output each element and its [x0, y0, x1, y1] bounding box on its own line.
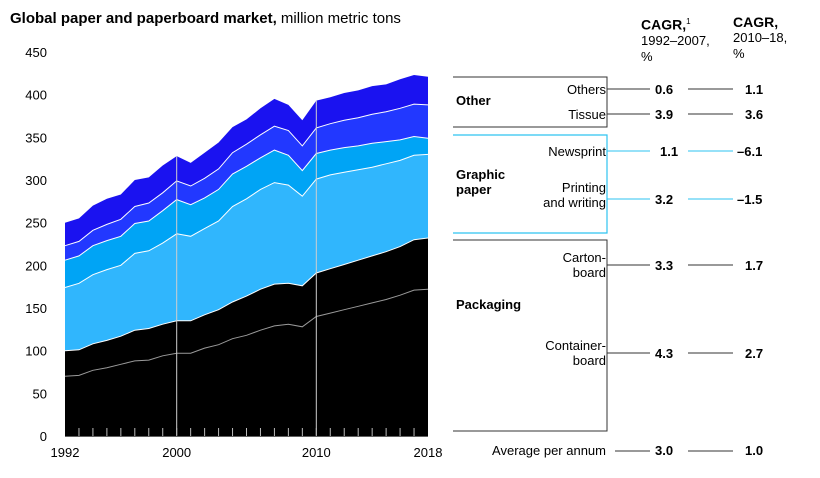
- chart-title-unit: million metric tons: [280, 10, 401, 27]
- segment-label-container-line2: board: [572, 353, 606, 368]
- footnote-marker: 1: [686, 17, 691, 26]
- group-label-packaging: Packaging: [456, 297, 522, 312]
- cagr2-carton: 1.7: [745, 258, 764, 273]
- cagr1-newsprint: 1.1: [660, 144, 679, 159]
- area-others: [65, 75, 428, 246]
- x-tick-label-2018: 2018: [414, 445, 443, 460]
- segment-label-others: Others: [566, 82, 606, 97]
- segment-label-tissue: Tissue: [568, 107, 606, 122]
- bracket-graphic-paper: [453, 134, 608, 234]
- cagr1-average: 3.0: [655, 443, 674, 458]
- cagr2-newsprint: –6.1: [737, 144, 763, 159]
- bracket-packaging: [453, 239, 608, 432]
- segment-label-printing-writing: Printing and writing: [543, 180, 606, 210]
- cagr2-printing: –1.5: [737, 192, 763, 207]
- x-tick-label-2010: 2010: [302, 445, 331, 460]
- boundary-tissue: [64, 103, 429, 247]
- cagr1-container: 4.3: [655, 346, 674, 361]
- boundary-cartonboard: [64, 237, 429, 352]
- segment-label-printing-line1: Printing: [561, 180, 606, 195]
- cagr1-others: 0.6: [655, 82, 674, 97]
- boundary-printing-and-writing: [64, 153, 429, 288]
- segment-label-cartonboard: Carton-board: [563, 250, 606, 280]
- cagr2-unit: %: [733, 46, 745, 61]
- cagr2-tissue: 3.6: [745, 107, 764, 122]
- group-label-graphic-paper: Graphic paper: [456, 167, 505, 197]
- cagr1-printing: 3.2: [655, 192, 674, 207]
- y-tick-label-300: 300: [25, 173, 47, 188]
- cagr1-unit: %: [641, 49, 653, 65]
- average-label: Average per annum: [492, 443, 606, 458]
- cagr2-others: 1.1: [745, 82, 764, 97]
- cagr2-average: 1.0: [745, 443, 764, 458]
- segment-label-container-line1: Container-: [545, 338, 606, 353]
- cagr2-period: 2010–18,: [733, 30, 788, 45]
- y-tick-label-250: 250: [25, 216, 47, 231]
- cagr1-tissue: 3.9: [655, 107, 674, 122]
- bracket-other: [453, 76, 608, 128]
- area-cartonboard: [65, 238, 428, 377]
- chart-title: Global paper and paperboard market, mill…: [10, 10, 401, 27]
- group-label-graphic-line2: paper: [456, 182, 492, 197]
- segment-label-carton-line2: board: [572, 265, 606, 280]
- group-label-graphic-line1: Graphic: [456, 167, 506, 182]
- y-tick-label-350: 350: [25, 130, 47, 145]
- area-printing-and-writing: [65, 154, 428, 351]
- y-tick-label-100: 100: [25, 344, 47, 359]
- area-tissue: [65, 104, 428, 261]
- cagr1-head-text: CAGR,: [641, 16, 687, 33]
- y-tick-label-150: 150: [25, 301, 47, 316]
- segment-label-containerboard: Container-board: [545, 338, 606, 368]
- segment-label-carton-line1: Carton-: [562, 250, 606, 265]
- cagr2-container: 2.7: [745, 346, 764, 361]
- area-containerboard: [65, 289, 428, 436]
- cagr-1992-2007-header: CAGR,1 1992–2007, %: [641, 14, 710, 65]
- x-tick-label-2000: 2000: [162, 445, 191, 460]
- cagr1-period: 1992–2007,: [641, 33, 710, 49]
- y-tick-label-200: 200: [25, 258, 47, 273]
- y-tick-label-400: 400: [25, 88, 47, 103]
- segment-label-newsprint: Newsprint: [548, 144, 606, 159]
- cagr1-carton: 3.3: [655, 258, 674, 273]
- y-tick-label-50: 50: [33, 386, 47, 401]
- segment-label-printing-line2: and writing: [543, 195, 606, 210]
- boundary-newsprint: [64, 135, 429, 261]
- y-tick-label-0: 0: [40, 429, 47, 444]
- boundary-containerboard: [64, 288, 429, 377]
- group-label-other: Other: [456, 93, 491, 108]
- cagr-2010-18-header: CAGR, 2010–18, %: [733, 14, 787, 62]
- chart-title-bold: Global paper and paperboard market,: [10, 10, 277, 27]
- cagr2-head-text: CAGR,: [733, 14, 779, 30]
- x-tick-label-1992: 1992: [51, 445, 80, 460]
- y-tick-label-450: 450: [25, 45, 47, 60]
